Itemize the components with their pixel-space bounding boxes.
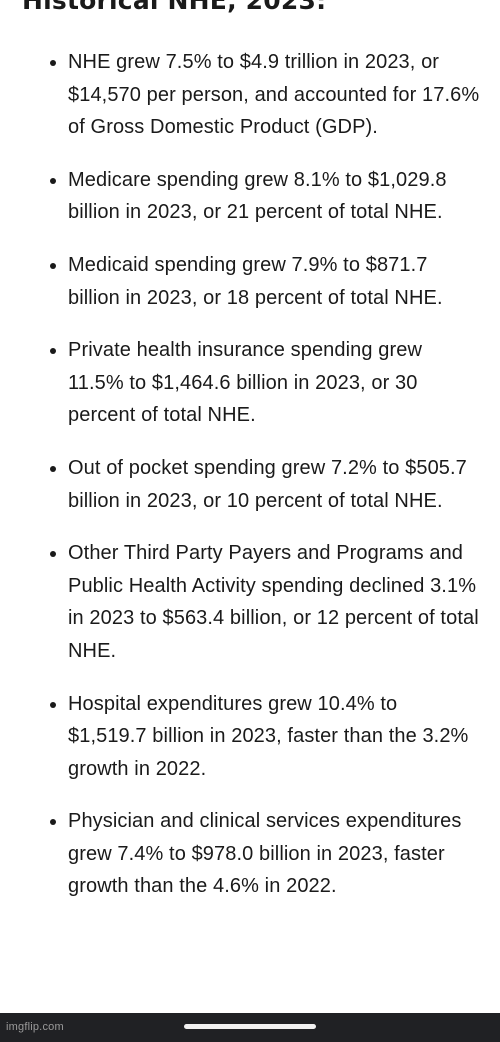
list-item-text: Physician and clinical services expendit… bbox=[68, 810, 462, 898]
list-item-text: Medicare spending grew 8.1% to $1,029.8 … bbox=[68, 168, 447, 224]
list-item: Medicare spending grew 8.1% to $1,029.8 … bbox=[0, 164, 500, 229]
list-item-text: NHE grew 7.5% to $4.9 trillion in 2023, … bbox=[68, 51, 480, 139]
bullet-icon bbox=[50, 177, 56, 184]
list-item: Medicaid spending grew 7.9% to $871.7 bi… bbox=[0, 249, 500, 314]
list-item-text: Other Third Party Payers and Programs an… bbox=[68, 542, 479, 662]
page-heading: Historical NHE, 2023: bbox=[22, 0, 327, 15]
bullet-icon bbox=[50, 465, 56, 472]
nhe-facts-list: NHE grew 7.5% to $4.9 trillion in 2023, … bbox=[0, 46, 500, 923]
list-item: Private health insurance spending grew 1… bbox=[0, 334, 500, 432]
list-item-text: Hospital expenditures grew 10.4% to $1,5… bbox=[68, 692, 469, 780]
bullet-icon bbox=[50, 60, 56, 66]
home-indicator[interactable] bbox=[184, 1024, 316, 1029]
bottom-bar: imgflip.com bbox=[0, 1013, 500, 1042]
bullet-icon bbox=[50, 819, 56, 826]
list-item-text: Medicaid spending grew 7.9% to $871.7 bi… bbox=[68, 253, 443, 309]
list-item: Physician and clinical services expendit… bbox=[0, 805, 500, 903]
bullet-icon bbox=[50, 701, 56, 708]
list-item: Other Third Party Payers and Programs an… bbox=[0, 537, 500, 667]
bullet-icon bbox=[50, 348, 56, 355]
list-item: Hospital expenditures grew 10.4% to $1,5… bbox=[0, 688, 500, 786]
list-item-text: Private health insurance spending grew 1… bbox=[68, 339, 423, 427]
list-item: Out of pocket spending grew 7.2% to $505… bbox=[0, 452, 500, 517]
list-item-text: Out of pocket spending grew 7.2% to $505… bbox=[68, 456, 467, 512]
bullet-icon bbox=[50, 262, 56, 269]
list-item: NHE grew 7.5% to $4.9 trillion in 2023, … bbox=[0, 46, 500, 144]
bullet-icon bbox=[50, 551, 56, 558]
watermark: imgflip.com bbox=[6, 1021, 64, 1033]
